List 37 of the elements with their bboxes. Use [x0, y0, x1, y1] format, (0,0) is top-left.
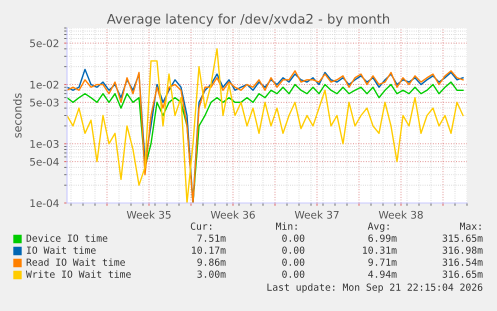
legend-label: Write IO Wait time	[26, 270, 131, 278]
text: Max:	[460, 222, 481, 230]
text: 4.94m	[368, 270, 397, 278]
text: 315.65m	[442, 234, 483, 242]
y-tick-label: 1e-02	[30, 80, 58, 89]
text: 9.71m	[368, 258, 397, 266]
legend-label: Device IO time	[26, 234, 108, 242]
text: 316.65m	[442, 270, 483, 278]
text: 0.00	[282, 270, 304, 278]
x-tick-label: Week 37	[294, 210, 339, 219]
legend-label: IO Wait time	[26, 246, 96, 254]
text: 316.54m	[442, 258, 483, 266]
text: 10.31m	[363, 246, 397, 254]
text: 0.00	[282, 234, 304, 242]
text: 10.17m	[192, 246, 226, 254]
text: 316.98m	[442, 246, 483, 254]
text: 6.99m	[368, 234, 397, 242]
y-tick-label: 5e-04	[30, 158, 59, 166]
text: 0.00	[282, 246, 304, 254]
legend-label: Read IO Wait time	[26, 258, 125, 266]
text: Cur:	[190, 222, 212, 230]
y-tick-label: 1e-04	[30, 199, 59, 208]
x-tick-label: Week 36	[210, 210, 255, 219]
text: 9.86m	[197, 258, 226, 266]
text: 7.51m	[197, 234, 226, 242]
y-axis-title: seconds	[13, 93, 22, 138]
text: Min:	[276, 222, 297, 230]
y-tick-label: 5e-02	[30, 39, 58, 48]
text: 0.00	[282, 258, 304, 266]
x-tick-label: Week 38	[378, 210, 423, 219]
y-tick-label: 5e-03	[30, 98, 59, 106]
text: Avg:	[368, 222, 389, 232]
chart-title: Average latency for /dev/xvda2 - by month	[106, 14, 390, 26]
text: Last update: Mon Sep 21 22:15:04 2026	[267, 283, 482, 293]
text: 3.00m	[197, 270, 226, 278]
x-tick-label: Week 35	[126, 210, 171, 219]
y-tick-label: 1e-03	[30, 140, 59, 148]
